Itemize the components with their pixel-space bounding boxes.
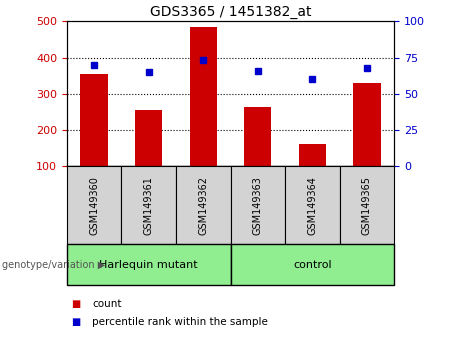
Bar <box>353 83 380 166</box>
Text: ■: ■ <box>71 299 81 309</box>
Text: GSM149364: GSM149364 <box>307 176 317 235</box>
Text: percentile rank within the sample: percentile rank within the sample <box>92 317 268 327</box>
Bar <box>299 144 326 166</box>
Text: ■: ■ <box>71 317 81 327</box>
Text: GSM149360: GSM149360 <box>89 176 99 235</box>
Text: genotype/variation ▶: genotype/variation ▶ <box>2 259 106 270</box>
Bar <box>135 110 162 166</box>
Bar <box>244 107 272 166</box>
Bar <box>81 74 108 166</box>
Text: GSM149361: GSM149361 <box>144 176 154 235</box>
Bar <box>189 27 217 166</box>
Text: GSM149363: GSM149363 <box>253 176 263 235</box>
Text: GSM149362: GSM149362 <box>198 176 208 235</box>
Text: control: control <box>293 259 331 270</box>
Text: count: count <box>92 299 122 309</box>
Text: Harlequin mutant: Harlequin mutant <box>100 259 198 270</box>
Title: GDS3365 / 1451382_at: GDS3365 / 1451382_at <box>150 5 311 19</box>
Text: GSM149365: GSM149365 <box>362 176 372 235</box>
